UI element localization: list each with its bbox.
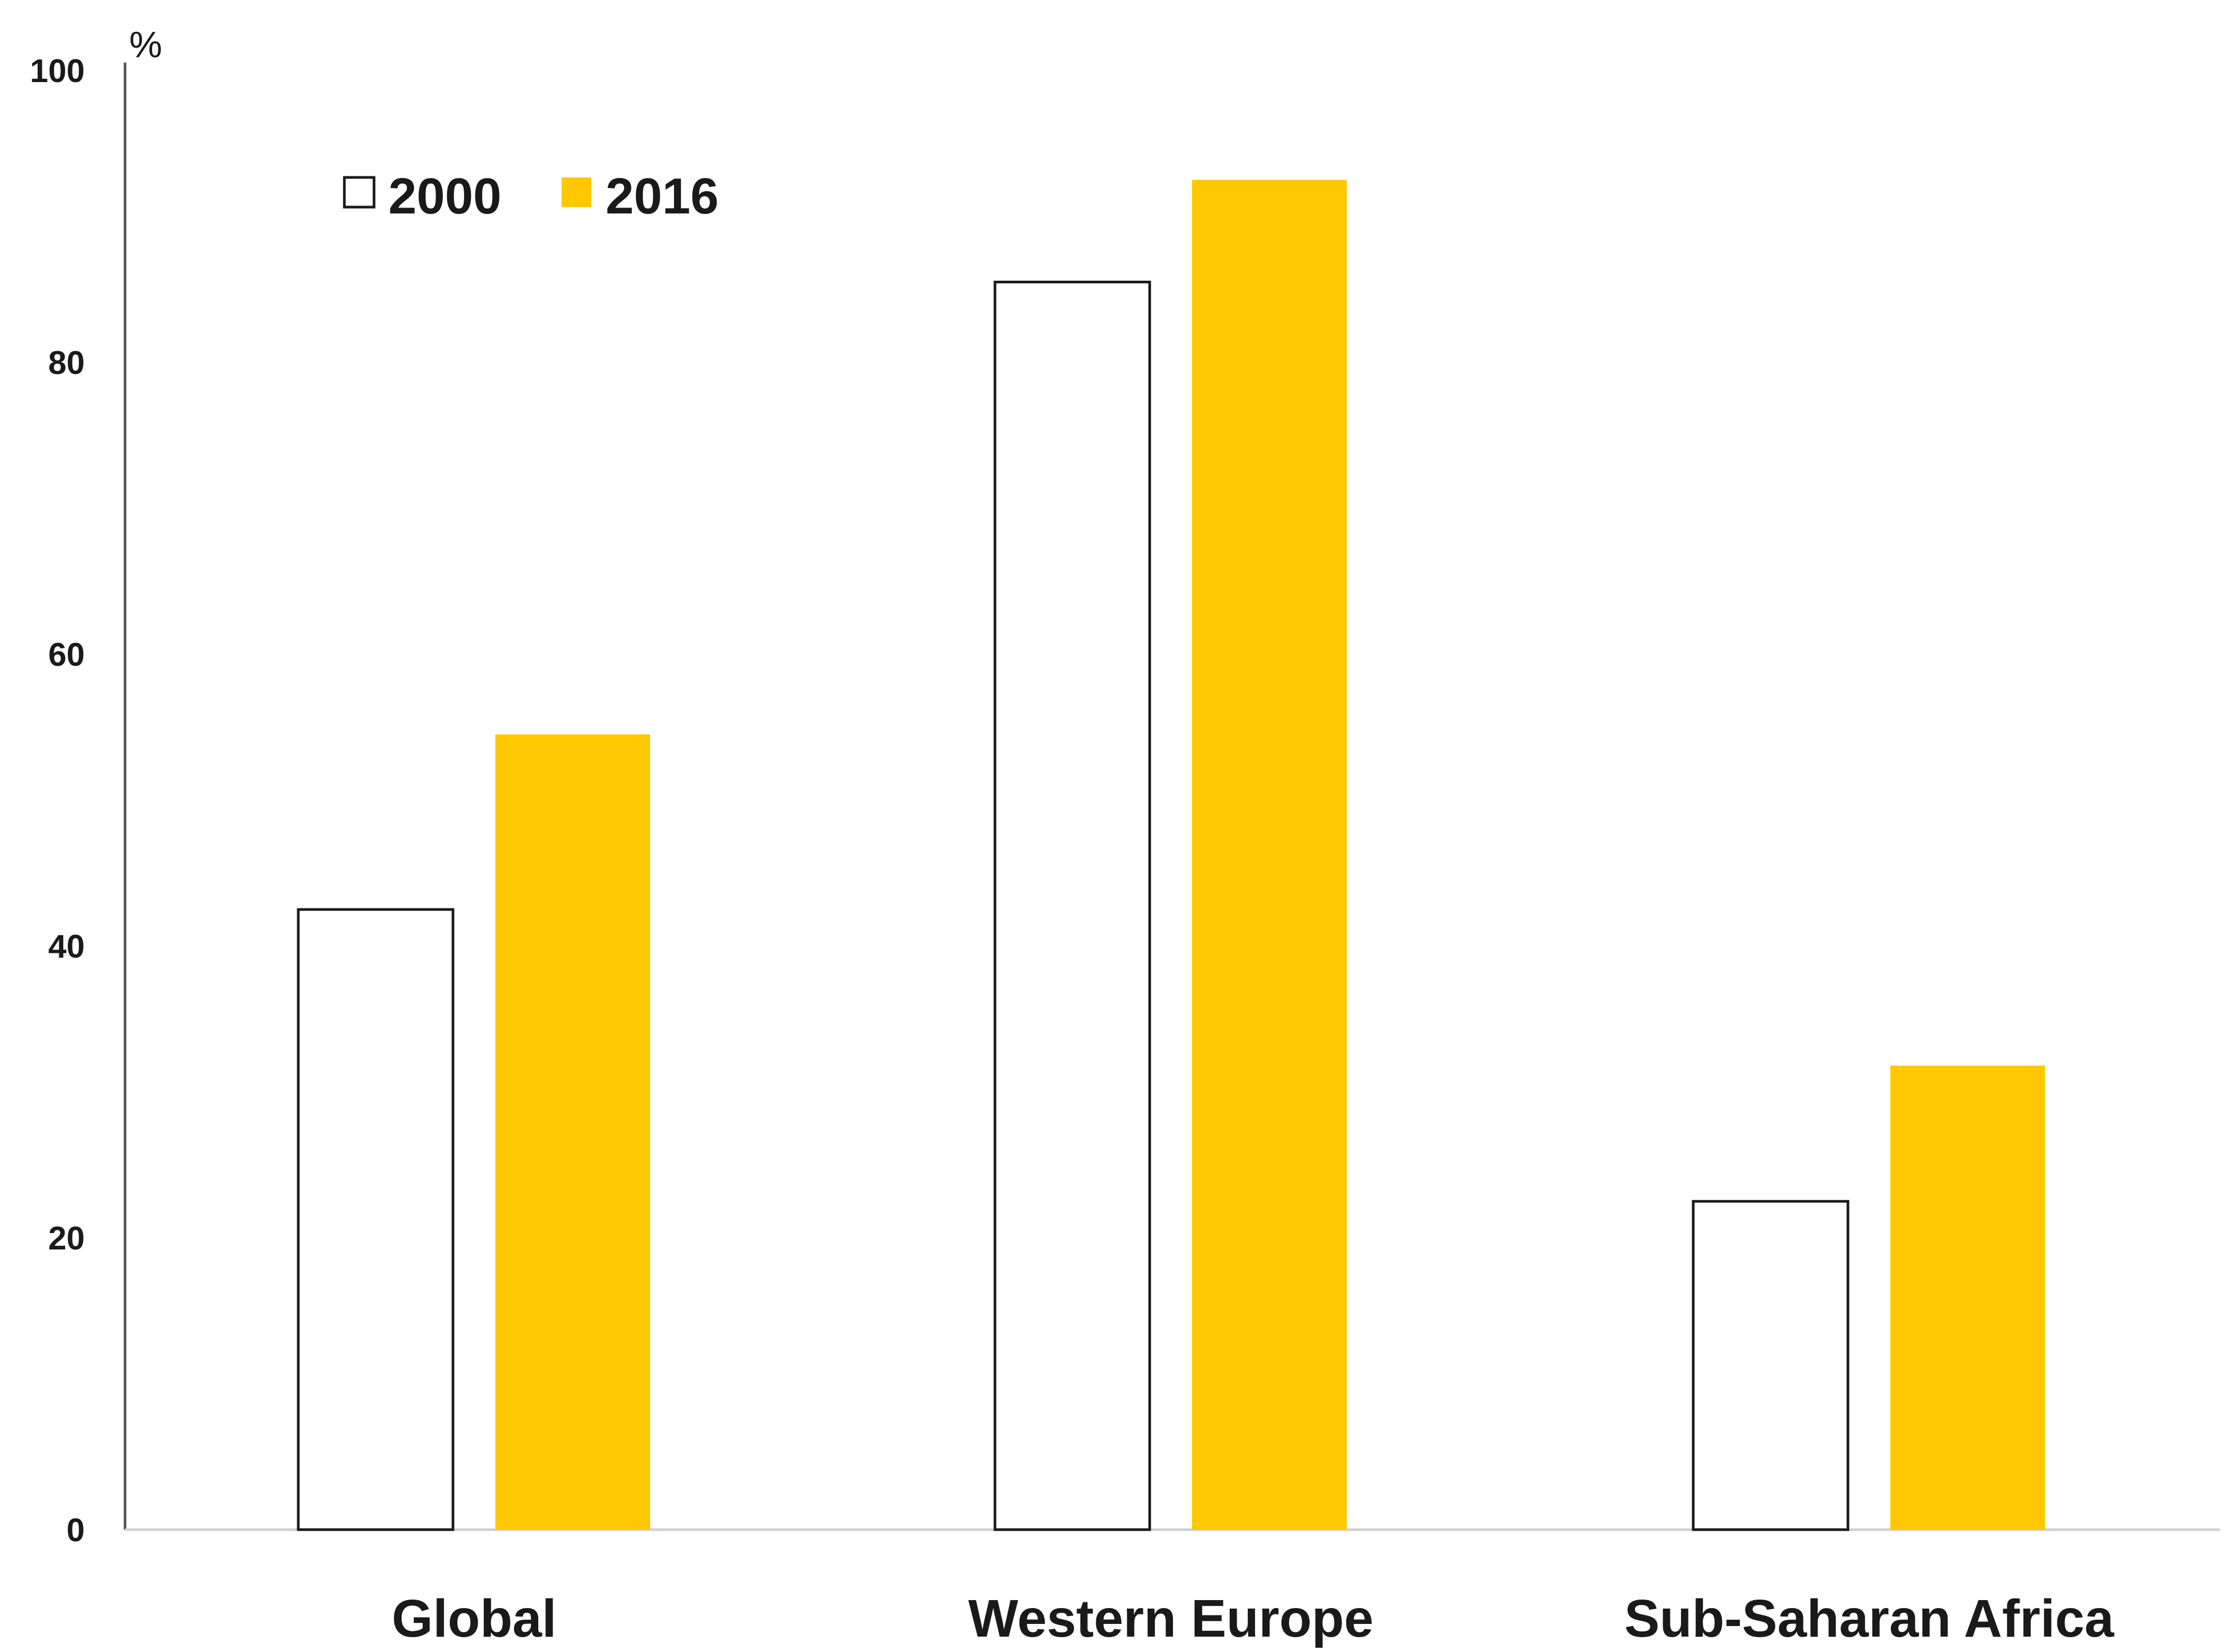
bar-2016-western-europe xyxy=(1192,180,1347,1530)
y-tick-label: 0 xyxy=(67,1512,85,1549)
bars xyxy=(297,180,2045,1531)
y-axis: % 0 20 40 60 80 100 xyxy=(30,24,163,1549)
y-tick-label: 20 xyxy=(48,1220,85,1257)
y-axis-unit-label: % xyxy=(129,24,162,65)
legend: 2000 2016 xyxy=(343,168,719,225)
category-label: Global xyxy=(392,1589,556,1648)
category-labels: Global Western Europe Sub-Saharan Africa xyxy=(392,1589,2114,1648)
category-label: Sub-Saharan Africa xyxy=(1624,1589,2115,1648)
y-tick-label: 60 xyxy=(48,637,85,673)
legend-swatch-2000 xyxy=(343,176,376,209)
bar-2000-global xyxy=(297,908,455,1531)
bar-2000-western-europe xyxy=(993,280,1151,1531)
category-label: Western Europe xyxy=(968,1589,1374,1648)
y-tick-label: 40 xyxy=(48,928,85,965)
y-tick-labels: 0 20 40 60 80 100 xyxy=(30,53,85,1549)
y-tick-label: 100 xyxy=(30,53,85,90)
legend-label-2016: 2016 xyxy=(606,168,719,225)
legend-label-2000: 2000 xyxy=(388,168,502,225)
legend-swatch-2016 xyxy=(562,177,591,207)
bar-2016-sub-saharan-africa xyxy=(1890,1065,2045,1530)
x-axis: Global Western Europe Sub-Saharan Africa xyxy=(125,1528,2220,1648)
y-tick-label: 80 xyxy=(48,345,85,381)
bar-2000-sub-saharan-africa xyxy=(1692,1200,1850,1531)
bar-2016-global xyxy=(495,734,650,1530)
